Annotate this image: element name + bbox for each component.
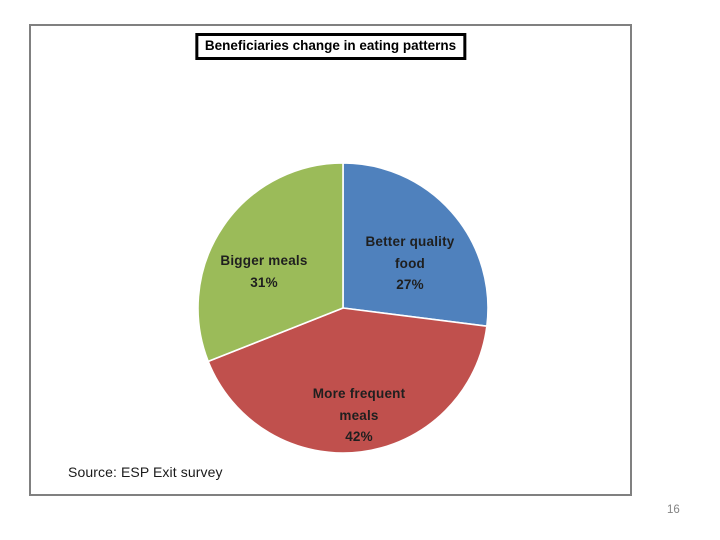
pie-slice-0 xyxy=(342,162,489,327)
pie-label-pct: 42% xyxy=(345,429,373,444)
pie-label-pct: 27% xyxy=(396,277,424,292)
pie-label-bigger-meals: Bigger meals 31% xyxy=(209,250,319,293)
pie-label-more-frequent-meals: More frequent meals 42% xyxy=(304,383,414,448)
pie-label-text: Better quality food xyxy=(365,234,455,271)
source-caption: Source: ESP Exit survey xyxy=(68,464,223,480)
slide-frame: Beneficiaries change in eating patterns … xyxy=(29,24,632,496)
pie-label-text: Bigger meals xyxy=(220,253,308,268)
pie-chart xyxy=(197,162,489,454)
page-number: 16 xyxy=(667,504,680,516)
chart-title: Beneficiaries change in eating patterns xyxy=(194,33,467,60)
pie-slice-2 xyxy=(197,162,344,363)
pie-label-text: More frequent meals xyxy=(312,386,406,423)
pie-chart-svg xyxy=(197,162,489,454)
pie-slice-1 xyxy=(207,307,488,454)
pie-label-better-quality-food: Better quality food 27% xyxy=(360,231,460,296)
pie-label-pct: 31% xyxy=(250,274,278,290)
